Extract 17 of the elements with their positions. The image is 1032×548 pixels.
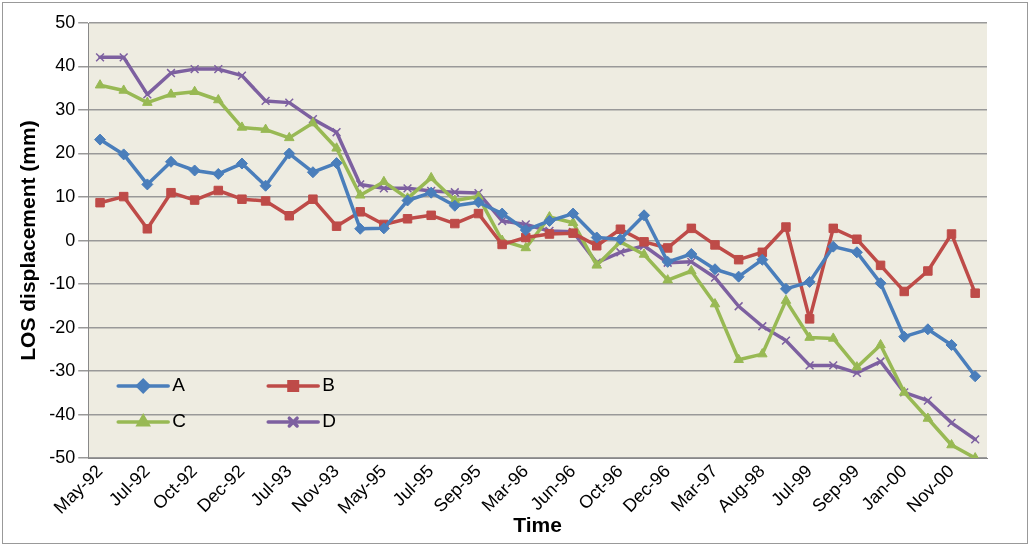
y-tick-label: -50 [49,447,76,468]
y-tick-label: -30 [49,360,76,381]
legend-label: C [172,410,186,432]
y-tick-label: 0 [65,229,76,250]
y-tick-label: 10 [55,186,76,206]
legend-label: B [322,374,335,396]
y-axis-title: LOS displacement (mm) [16,120,40,361]
legend-label: A [172,374,186,396]
y-tick-label: 40 [55,55,76,76]
y-tick-label: -10 [49,273,76,294]
x-axis-title: Time [513,513,562,537]
y-tick-label: 20 [55,142,76,163]
legend-label: D [322,410,336,432]
y-tick-label: -40 [49,403,76,424]
y-tick-label: 30 [55,98,76,119]
y-tick-label: 50 [55,11,76,32]
y-tick-label: -20 [49,316,76,337]
